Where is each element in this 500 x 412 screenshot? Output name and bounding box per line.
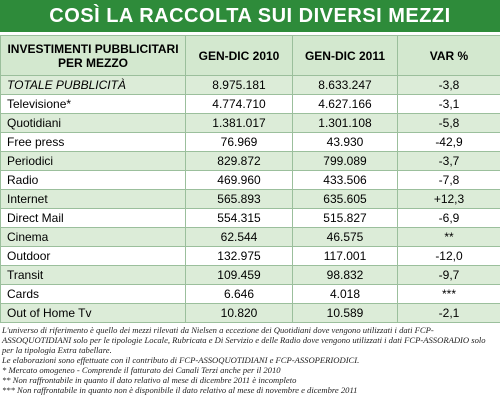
table-cell: Cinema bbox=[0, 227, 186, 247]
table-row: Transit 109.459 98.832 -9,7 bbox=[0, 265, 500, 285]
table-cell: -7,8 bbox=[397, 170, 500, 190]
table-cell: ** bbox=[397, 227, 500, 247]
table-cell: 10.589 bbox=[292, 303, 398, 323]
table-cell: 799.089 bbox=[292, 151, 398, 171]
table-cell: Out of Home Tv bbox=[0, 303, 186, 323]
table-cell: 829.872 bbox=[185, 151, 293, 171]
table-cell: Transit bbox=[0, 265, 186, 285]
table-cell: *** bbox=[397, 284, 500, 304]
table-row: Cinema 62.544 46.575 ** bbox=[0, 227, 500, 247]
table-cell: 109.459 bbox=[185, 265, 293, 285]
table-cell: Quotidiani bbox=[0, 113, 186, 133]
table-cell: 1.301.108 bbox=[292, 113, 398, 133]
table-cell: Direct Mail bbox=[0, 208, 186, 228]
table-cell: 98.832 bbox=[292, 265, 398, 285]
table-cell: Cards bbox=[0, 284, 186, 304]
table-cell: 565.893 bbox=[185, 189, 293, 209]
table-row: Televisione* 4.774.710 4.627.166 -3,1 bbox=[0, 94, 500, 114]
footnote: ** Non raffrontabile in quanto il dato r… bbox=[2, 375, 297, 385]
table-cell: -5,8 bbox=[397, 113, 500, 133]
table-cell: -2,1 bbox=[397, 303, 500, 323]
table-cell: 433.506 bbox=[292, 170, 398, 190]
column-header: GEN-DIC 2011 bbox=[292, 35, 398, 76]
table-cell: 4.774.710 bbox=[185, 94, 293, 114]
table-cell: Free press bbox=[0, 132, 186, 152]
table-cell: -42,9 bbox=[397, 132, 500, 152]
table-cell: -3,1 bbox=[397, 94, 500, 114]
table-cell: 46.575 bbox=[292, 227, 398, 247]
table-cell: +12,3 bbox=[397, 189, 500, 209]
table-row: Out of Home Tv 10.820 10.589 -2,1 bbox=[0, 303, 500, 323]
table-row: Direct Mail 554.315 515.827 -6,9 bbox=[0, 208, 500, 228]
table-cell: 132.975 bbox=[185, 246, 293, 266]
header-row: INVESTIMENTI PUBBLICITARI PER MEZZO GEN-D… bbox=[0, 35, 500, 76]
table-cell: -12,0 bbox=[397, 246, 500, 266]
table-cell: 4.627.166 bbox=[292, 94, 398, 114]
table-row: Cards 6.646 4.018 *** bbox=[0, 284, 500, 304]
column-header: VAR % bbox=[397, 35, 500, 76]
table-cell: 117.001 bbox=[292, 246, 398, 266]
table-row: Radio 469.960 433.506 -7,8 bbox=[0, 170, 500, 190]
footnote: *** Non raffrontabile in quanto non è di… bbox=[2, 385, 358, 395]
table-row: TOTALE PUBBLICITÀ 8.975.181 8.633.247 -3,8 bbox=[0, 75, 500, 95]
table-cell: Outdoor bbox=[0, 246, 186, 266]
table-cell: 515.827 bbox=[292, 208, 398, 228]
table-cell: TOTALE PUBBLICITÀ bbox=[0, 75, 186, 95]
table-cell: 8.975.181 bbox=[185, 75, 293, 95]
footnote: L'universo di riferimento è quello dei m… bbox=[2, 325, 486, 355]
table-row: Free press 76.969 43.930 -42,9 bbox=[0, 132, 500, 152]
column-header: INVESTIMENTI PUBBLICITARI PER MEZZO bbox=[0, 35, 186, 76]
table-row: Periodici 829.872 799.089 -3,7 bbox=[0, 151, 500, 171]
table-row: Outdoor 132.975 117.001 -12,0 bbox=[0, 246, 500, 266]
table-cell: -6,9 bbox=[397, 208, 500, 228]
footnote: Le elaborazioni sono effettuate con il c… bbox=[2, 355, 360, 365]
table-cell: 635.605 bbox=[292, 189, 398, 209]
table-cell: Periodici bbox=[0, 151, 186, 171]
column-header: GEN-DIC 2010 bbox=[185, 35, 293, 76]
table-cell: -9,7 bbox=[397, 265, 500, 285]
table-cell: 554.315 bbox=[185, 208, 293, 228]
table-row: Internet 565.893 635.605 +12,3 bbox=[0, 189, 500, 209]
title-banner: COSÌ LA RACCOLTA SUI DIVERSI MEZZI bbox=[0, 0, 500, 32]
table-cell: 76.969 bbox=[185, 132, 293, 152]
table-cell: 8.633.247 bbox=[292, 75, 398, 95]
table-cell: Internet bbox=[0, 189, 186, 209]
table-cell: 6.646 bbox=[185, 284, 293, 304]
table-row: Quotidiani 1.381.017 1.301.108 -5,8 bbox=[0, 113, 500, 133]
table-cell: Televisione* bbox=[0, 94, 186, 114]
table-cell: -3,8 bbox=[397, 75, 500, 95]
table-cell: Radio bbox=[0, 170, 186, 190]
footnotes: L'universo di riferimento è quello dei m… bbox=[0, 323, 500, 395]
table-cell: 4.018 bbox=[292, 284, 398, 304]
table-cell: 10.820 bbox=[185, 303, 293, 323]
table-cell: 43.930 bbox=[292, 132, 398, 152]
table-cell: 62.544 bbox=[185, 227, 293, 247]
table-cell: -3,7 bbox=[397, 151, 500, 171]
footnote: * Mercato omogeneo - Comprende il fattur… bbox=[2, 365, 281, 375]
table-cell: 1.381.017 bbox=[185, 113, 293, 133]
data-table: INVESTIMENTI PUBBLICITARI PER MEZZO GEN-D… bbox=[0, 35, 500, 323]
table-cell: 469.960 bbox=[185, 170, 293, 190]
